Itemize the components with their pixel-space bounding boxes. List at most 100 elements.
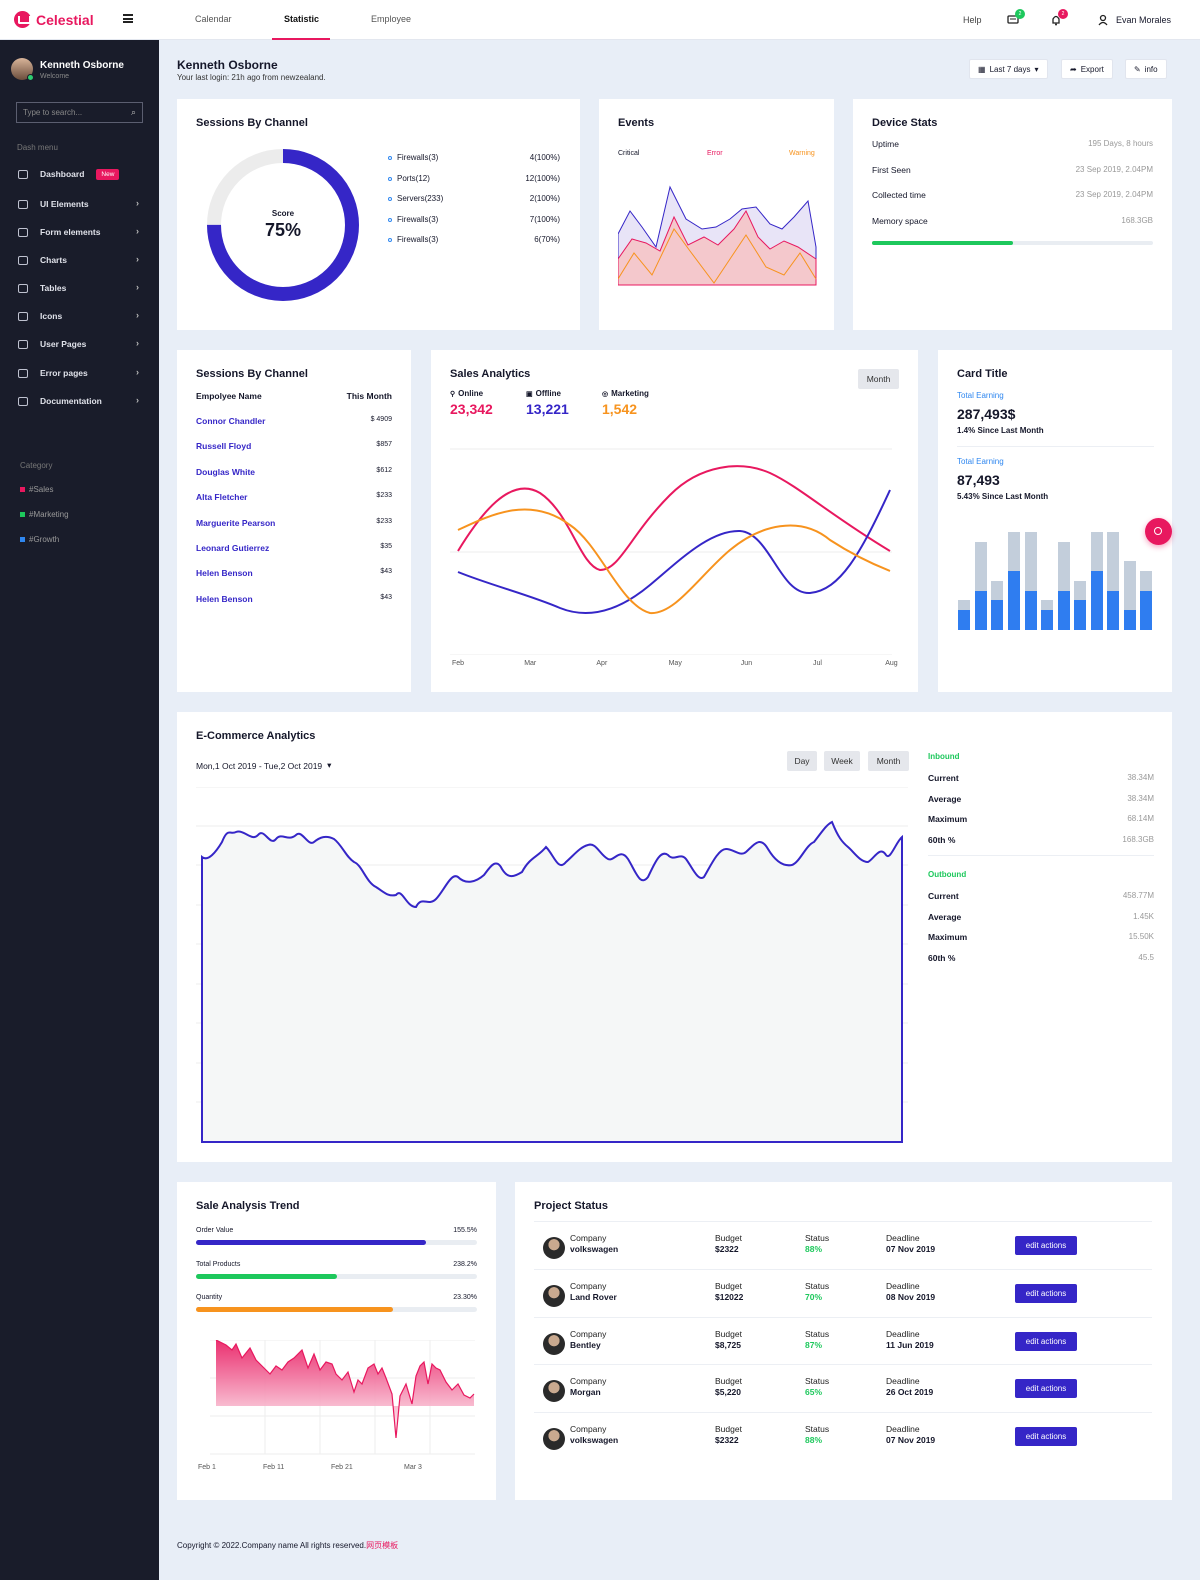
notifications-badge: 2 xyxy=(1058,9,1068,19)
messages-icon[interactable]: 2 xyxy=(1007,9,1025,26)
category-label: #Marketing xyxy=(29,510,69,519)
project-deadline: Deadline 07 Nov 2019 xyxy=(886,1233,935,1255)
project-deadline: Deadline 08 Nov 2019 xyxy=(886,1281,935,1303)
deadline-value: 07 Nov 2019 xyxy=(886,1244,936,1254)
progress-fill xyxy=(196,1273,337,1279)
card-title: Card Title xyxy=(957,368,1008,380)
sidebar-item-documentation[interactable]: Documentation › xyxy=(18,394,143,408)
stat-value: 458.77M xyxy=(1122,891,1154,900)
help-link[interactable]: Help xyxy=(963,15,982,25)
card-title: Events xyxy=(618,117,655,129)
employee-name-link[interactable]: Helen Benson xyxy=(196,593,253,604)
tab-employee[interactable]: Employee xyxy=(371,14,412,24)
stat-value: 38.34M xyxy=(1127,773,1154,782)
budget-value: $5,220 xyxy=(715,1387,741,1398)
trend-line xyxy=(215,1340,475,1439)
edit-actions-button[interactable]: edit actions xyxy=(1015,1236,1077,1255)
sidebar-item-label: Dashboard xyxy=(40,169,85,179)
employee-name-link[interactable]: Connor Chandler xyxy=(196,416,266,426)
avatar xyxy=(543,1237,565,1259)
sidebar-item-error-pages[interactable]: Error pages › xyxy=(18,366,143,380)
month-button[interactable]: Month xyxy=(868,751,909,771)
progress-value: 155.5% xyxy=(453,1227,477,1234)
employee-name-link[interactable]: Marguerite Pearson xyxy=(196,517,276,528)
project-deadline: Deadline 07 Nov 2019 xyxy=(886,1424,935,1446)
stat-row: 60th % 45.5 xyxy=(928,953,1154,963)
memory-progress xyxy=(872,241,1153,245)
earning-2-label: Total Earning xyxy=(957,457,1004,466)
sidebar: Kenneth Osborne Welcome Type to search..… xyxy=(0,40,159,1580)
edit-actions-button[interactable]: edit actions xyxy=(1015,1283,1077,1303)
sidebar-item-tables[interactable]: Tables › xyxy=(18,281,143,295)
earning-2-value: 87,493 xyxy=(957,472,1000,488)
employee-name-link[interactable]: Alta Fletcher xyxy=(196,492,248,503)
month-button[interactable]: Month xyxy=(858,369,899,389)
x-tick-label: Feb 21 xyxy=(331,1464,353,1471)
company-label: Company xyxy=(570,1376,607,1387)
budget-label: Budget xyxy=(715,1280,742,1291)
edit-actions-button[interactable]: edit actions xyxy=(1015,1427,1077,1447)
channel-row: Firewalls(3) 4(100%) xyxy=(388,153,560,162)
day-button[interactable]: Day xyxy=(787,751,817,771)
earnings-bar-chart xyxy=(958,532,1152,630)
date-range-dropdown[interactable]: ▦ Last 7 days ▾ xyxy=(969,59,1048,79)
sidebar-item-dashboard[interactable]: Dashboard New xyxy=(18,167,143,181)
edit-actions-button[interactable]: edit actions xyxy=(1015,1331,1077,1351)
brand-logo-icon xyxy=(14,11,31,28)
employee-name-link[interactable]: Douglas White xyxy=(196,466,256,477)
sidebar-item-user-pages[interactable]: User Pages › xyxy=(18,337,143,351)
inbound-title: Inbound xyxy=(928,752,960,761)
status-value: 88% xyxy=(805,1244,823,1254)
sidebar-item-form-elements[interactable]: Form elements › xyxy=(18,225,143,239)
channel-value: 12(100%) xyxy=(525,173,560,183)
category-item[interactable]: #Marketing xyxy=(20,510,69,519)
legend-critical: Critical xyxy=(618,150,640,157)
stat-label: 60th % xyxy=(928,834,956,845)
week-button[interactable]: Week xyxy=(824,751,860,771)
category-item[interactable]: #Sales xyxy=(20,485,53,494)
export-button[interactable]: ➦ Export xyxy=(1061,59,1113,79)
date-range-picker[interactable]: Mon,1 Oct 2019 - Tue,2 Oct 2019 ▾ xyxy=(196,760,331,771)
employee-name-link[interactable]: Helen Benson xyxy=(196,568,253,579)
footer-link[interactable]: 网页模板 xyxy=(366,1541,399,1550)
sidebar-profile[interactable]: Kenneth Osborne Welcome xyxy=(11,58,124,81)
project-row: Company volkswagen Budget $2322 Status 88% Dea… xyxy=(534,1412,1152,1460)
sidebar-search-input[interactable]: Type to search... ⌕ xyxy=(16,102,143,123)
messages-badge: 2 xyxy=(1015,9,1025,19)
employee-name-link[interactable]: Russell Floyd xyxy=(196,441,252,452)
channel-value: 2(100%) xyxy=(529,194,560,203)
project-budget: Budget $8,725 xyxy=(715,1329,742,1351)
tab-statistic[interactable]: Statistic xyxy=(284,14,320,24)
col-month: This Month xyxy=(346,391,392,401)
warning-line xyxy=(618,228,817,284)
brand[interactable]: Celestial xyxy=(14,11,94,28)
progress-value: 238.2% xyxy=(453,1260,477,1268)
ecommerce-area-chart xyxy=(196,787,908,1143)
info-label: info xyxy=(1144,64,1158,74)
tab-calendar[interactable]: Calendar xyxy=(195,14,232,24)
sessions-card: Sessions By Channel Score 75% Firewalls(… xyxy=(177,99,580,330)
new-badge: New xyxy=(96,168,120,180)
sidebar-item-icons[interactable]: Icons › xyxy=(18,309,143,323)
settings-fab-icon[interactable] xyxy=(1145,518,1172,545)
user-menu[interactable]: Evan Morales xyxy=(1098,14,1171,26)
edit-actions-button[interactable]: edit actions xyxy=(1015,1379,1077,1399)
info-button[interactable]: ✎ info xyxy=(1125,59,1167,79)
x-tick-label: Feb xyxy=(452,660,465,667)
device-stat-value: 23 Sep 2019, 2.04PM xyxy=(1075,190,1153,199)
notifications-icon[interactable]: 2 xyxy=(1050,9,1068,26)
project-status: Status 65% xyxy=(805,1376,829,1398)
project-status: Status 88% xyxy=(805,1424,829,1446)
divider xyxy=(928,855,1154,856)
caret-down-icon: ▾ xyxy=(1034,64,1039,74)
deadline-label: Deadline xyxy=(886,1424,920,1435)
project-company: Company volkswagen xyxy=(570,1233,618,1255)
employee-name-link[interactable]: Leonard Gutierrez xyxy=(196,543,270,553)
sidebar-item-ui-elements[interactable]: UI Elements › xyxy=(18,197,143,211)
sales-stat-marketing: ◎ Marketing 1,542 xyxy=(602,389,649,417)
sidebar-item-charts[interactable]: Charts › xyxy=(18,253,143,267)
x-tick-label: Feb 11 xyxy=(263,1464,285,1471)
category-item[interactable]: #Growth xyxy=(20,535,59,544)
menu-toggle-icon[interactable] xyxy=(123,14,133,23)
x-tick-label: Mar xyxy=(524,660,537,667)
